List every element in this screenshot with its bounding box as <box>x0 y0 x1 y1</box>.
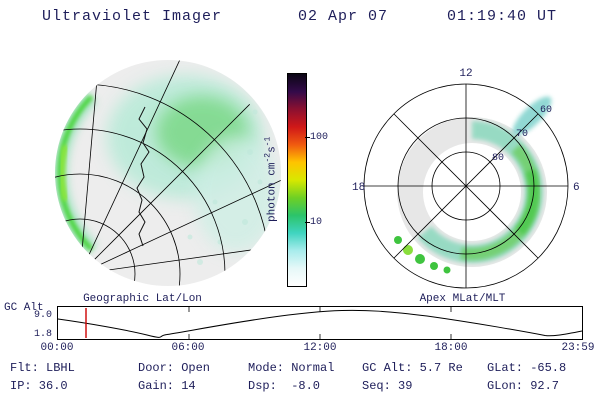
mlt-label-18: 18 <box>352 182 365 194</box>
mlat-label-70: 70 <box>516 129 528 140</box>
geo-caption: Geographic Lat/Lon <box>83 293 202 305</box>
oval-bright-arc <box>515 169 540 236</box>
colorbar-units-prefix: photon cm <box>266 162 279 222</box>
xtick-1800: 18:00 <box>434 342 468 354</box>
status-door: Door: Open <box>138 361 211 375</box>
header-date: 02 Apr 07 <box>298 8 389 25</box>
apex-polar-plot: 12 18 6 60 70 80 <box>352 68 580 289</box>
status-mode: Mode: Normal <box>248 361 335 375</box>
status-glon: GLon: 92.7 <box>487 379 560 393</box>
mlat-label-80: 80 <box>492 153 504 164</box>
colorbar-units-exp2: -1 <box>263 136 273 147</box>
status-gain: Gain: 14 <box>138 379 196 393</box>
xtick-1200: 12:00 <box>303 342 337 354</box>
colorbar-units-exp1: -2 <box>263 152 273 163</box>
mlt-label-6: 6 <box>573 182 580 194</box>
header-time: 01:19:40 UT <box>447 8 558 25</box>
mlat-mlt-grid <box>363 83 569 289</box>
status-gcalt: GC Alt: 5.7 Re <box>362 361 463 375</box>
alt-ymin-label: 1.8 <box>33 329 52 340</box>
colorbar-tick-label-10: 10 <box>310 217 323 228</box>
geographic-uv-image <box>55 60 281 286</box>
status-seq: Seq: 39 <box>362 379 413 393</box>
colorbar-gradient <box>287 73 307 287</box>
cyan-streak <box>512 96 552 136</box>
status-glat: GLat: -65.8 <box>487 361 567 375</box>
status-dsp: Dsp: -8.0 <box>248 379 321 393</box>
xtick-0000: 00:00 <box>40 342 74 354</box>
gc-alt-strip-chart <box>57 306 583 340</box>
colorbar-tick-label-100: 100 <box>310 132 329 143</box>
xtick-2359: 23:59 <box>561 342 595 354</box>
alt-axis-title: GC Alt <box>4 302 44 314</box>
mlat-label-60: 60 <box>540 105 552 116</box>
mlt-label-12: 12 <box>459 68 472 80</box>
colorbar-units-mid: s <box>266 146 279 153</box>
xtick-0600: 06:00 <box>171 342 205 354</box>
earth-disk-content <box>55 60 281 286</box>
status-flt: Flt: LBHL <box>10 361 75 375</box>
limb-brightest-segment <box>59 144 69 202</box>
status-ip: IP: 36.0 <box>10 379 68 393</box>
apex-caption: Apex MLat/MLT <box>419 293 506 305</box>
aurora-diffuse-pale <box>194 136 278 252</box>
emission-speckle <box>187 109 272 265</box>
page-title: Ultraviolet Imager <box>42 8 223 25</box>
colorbar-tick-10 <box>305 222 310 223</box>
alt-ymax-label: 9.0 <box>33 310 52 321</box>
alt-plot-frame <box>57 306 583 340</box>
discrete-aurora-spots <box>394 236 451 274</box>
altitude-curve <box>57 309 583 338</box>
coastline <box>136 106 150 247</box>
colorbar-units-label: photon cm-2s-1 <box>264 104 279 254</box>
alt-axis-ticks <box>188 307 452 339</box>
colorbar-tick-100 <box>305 137 310 138</box>
